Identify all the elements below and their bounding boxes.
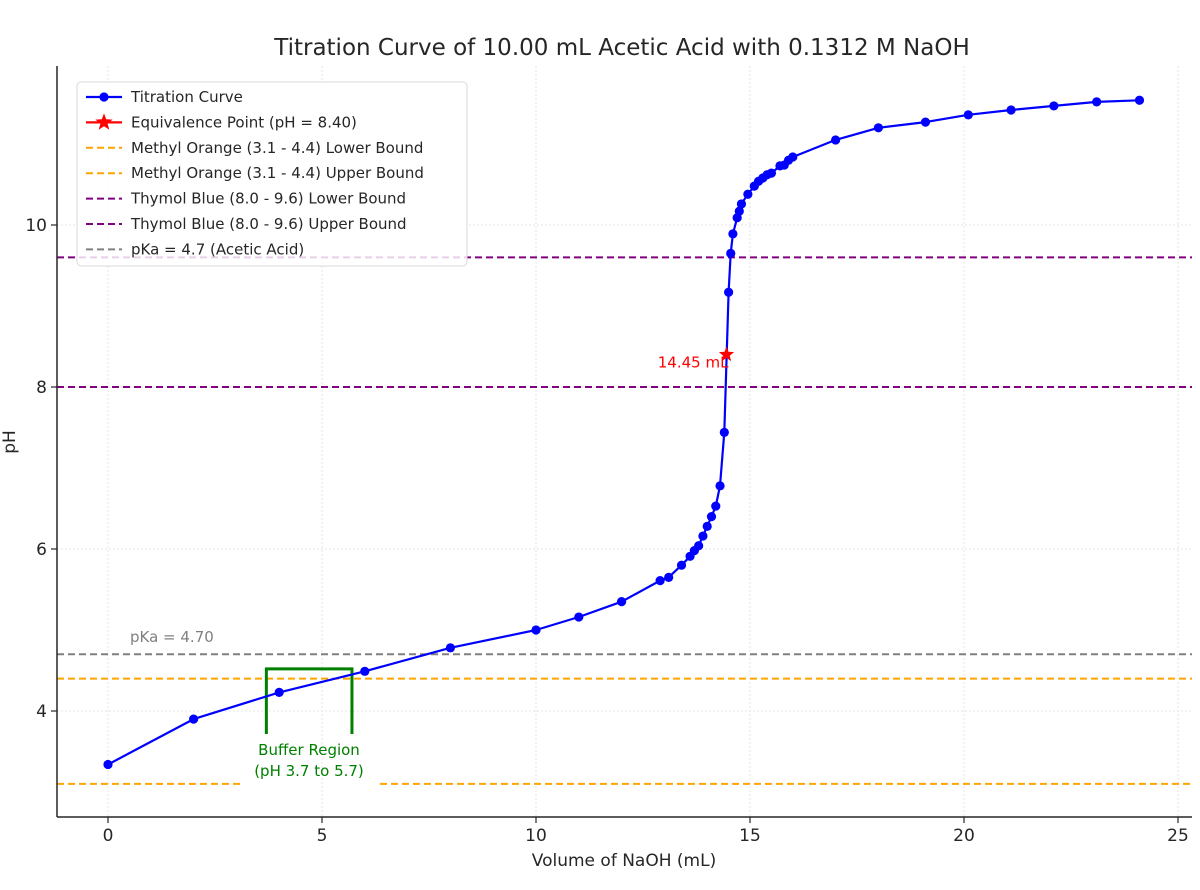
y-tick-label: 6 [36,540,47,560]
legend: Titration Curve Equivalence Point (pH = 8… [76,81,468,267]
legend-label: Thymol Blue (8.0 - 9.6) Lower Bound [130,190,406,208]
axes-spines [56,66,1192,818]
data-point [766,168,777,178]
buffer-region-bracket [264,667,354,734]
data-point [617,597,627,607]
pka-label: pKa = 4.70 [130,628,214,646]
data-point [702,521,712,531]
data-point [1006,105,1016,115]
y-axis-ticks: 4 6 8 10 [25,216,57,722]
x-tick-label: 0 [103,826,114,846]
data-point [728,229,738,239]
data-point [734,206,744,216]
data-point [445,643,455,653]
data-point [274,687,284,697]
y-tick-label: 8 [36,378,47,398]
data-point [103,759,113,770]
data-point [963,110,973,120]
data-point [698,531,708,541]
legend-label: Thymol Blue (8.0 - 9.6) Upper Bound [130,215,407,233]
data-point [1134,95,1145,105]
data-point [726,248,736,258]
data-point [920,117,931,127]
data-point [719,427,729,437]
titration-curve-line [107,99,1140,766]
data-point [655,575,665,586]
x-tick-label: 10 [525,826,547,846]
data-point [831,135,841,145]
data-point [711,501,721,511]
x-tick-label: 25 [1167,826,1189,846]
legend-item: Equivalence Point (pH = 8.40) [86,113,357,131]
data-point [736,199,747,209]
x-tick-label: 5 [317,826,328,846]
legend-label: pKa = 4.7 (Acetic Acid) [131,240,304,258]
data-point [694,541,704,551]
legend-item: pKa = 4.7 (Acetic Acid) [86,240,304,258]
data-point [724,287,734,297]
legend-item: Titration Curve [86,88,243,106]
x-tick-label: 20 [953,826,975,846]
y-tick-label: 4 [36,702,47,722]
buffer-region-range-label: (pH 3.7 to 5.7) [254,762,364,780]
data-point [531,625,541,635]
titration-curve-series [103,95,1145,770]
equivalence-volume-label: 14.45 mL [658,354,729,372]
x-axis-ticks: 0 5 10 15 20 25 [103,817,1189,846]
legend-item: Thymol Blue (8.0 - 9.6) Lower Bound [86,190,406,208]
data-point [360,666,370,676]
legend-item: Methyl Orange (3.1 - 4.4) Upper Bound [86,164,424,182]
data-point [873,123,884,133]
buffer-bracket-line [264,667,354,734]
data-point [189,714,199,724]
legend-label: Titration Curve [130,88,243,106]
data-point [788,152,798,162]
reference-lines [57,256,1192,785]
star-icon [718,346,735,362]
legend-label: Methyl Orange (3.1 - 4.4) Lower Bound [131,139,423,157]
legend-label: Methyl Orange (3.1 - 4.4) Upper Bound [131,164,424,182]
data-point [706,511,717,522]
buffer-region-label: Buffer Region [258,741,360,759]
y-axis-label: pH [0,430,20,454]
y-tick-label: 10 [25,216,47,236]
data-point [715,481,725,491]
legend-label: Equivalence Point (pH = 8.40) [131,113,357,131]
legend-box [76,81,468,267]
data-point [664,572,674,582]
data-point [574,612,584,622]
legend-item: Methyl Orange (3.1 - 4.4) Lower Bound [86,139,423,157]
data-point [1049,101,1059,111]
circle-marker-icon [99,92,109,102]
data-point [743,189,753,199]
star-icon [95,113,113,130]
legend-item: Thymol Blue (8.0 - 9.6) Upper Bound [86,215,407,233]
data-point [676,560,687,570]
x-axis-label: Volume of NaOH (mL) [532,851,716,871]
x-tick-label: 15 [739,826,761,846]
chart-title: Titration Curve of 10.00 mL Acetic Acid … [273,35,970,61]
equivalence-point-marker [718,346,735,362]
data-point [1092,97,1102,107]
